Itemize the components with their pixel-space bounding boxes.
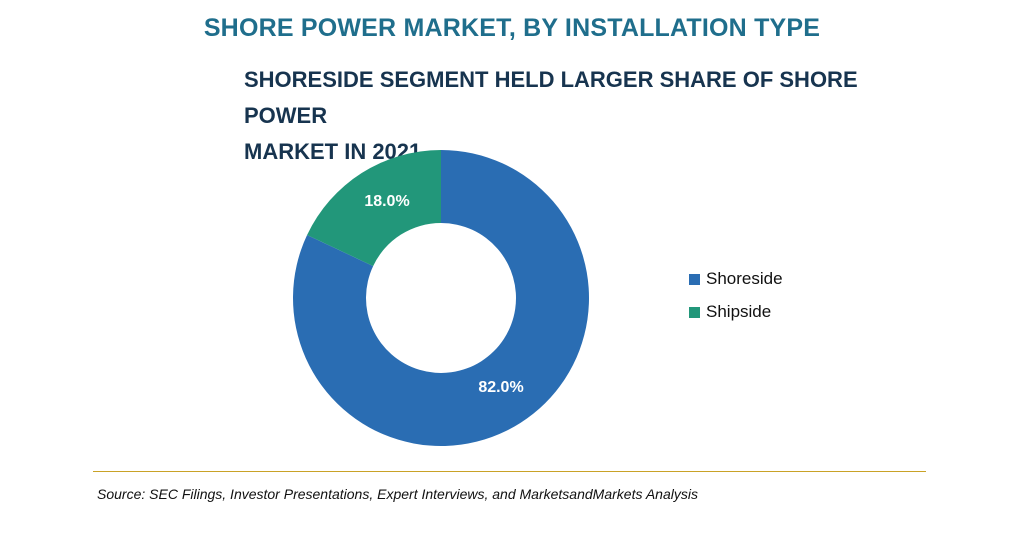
source-divider [93,471,926,472]
chart-subtitle: SHORESIDE SEGMENT HELD LARGER SHARE OF S… [244,62,924,170]
donut-slice-shoreside [293,150,589,446]
legend-item-shoreside: Shoreside [689,268,783,290]
legend-item-shipside: Shipside [689,301,783,323]
legend-label-shoreside: Shoreside [706,269,783,288]
data-label-shipside: 18.0% [364,193,409,210]
donut-slice-shipside [307,150,441,267]
source-note: Source: SEC Filings, Investor Presentati… [97,486,698,502]
legend-label-shipside: Shipside [706,302,772,321]
subtitle-line-1: SHORESIDE SEGMENT HELD LARGER SHARE OF S… [244,67,858,128]
chart-title: SHORE POWER MARKET, BY INSTALLATION TYPE [203,14,821,42]
legend-swatch-shipside [689,306,700,318]
chart-legend: Shoreside Shipside [689,268,783,334]
data-label-shoreside: 82.0% [478,379,523,396]
legend-swatch-shoreside [689,273,700,285]
